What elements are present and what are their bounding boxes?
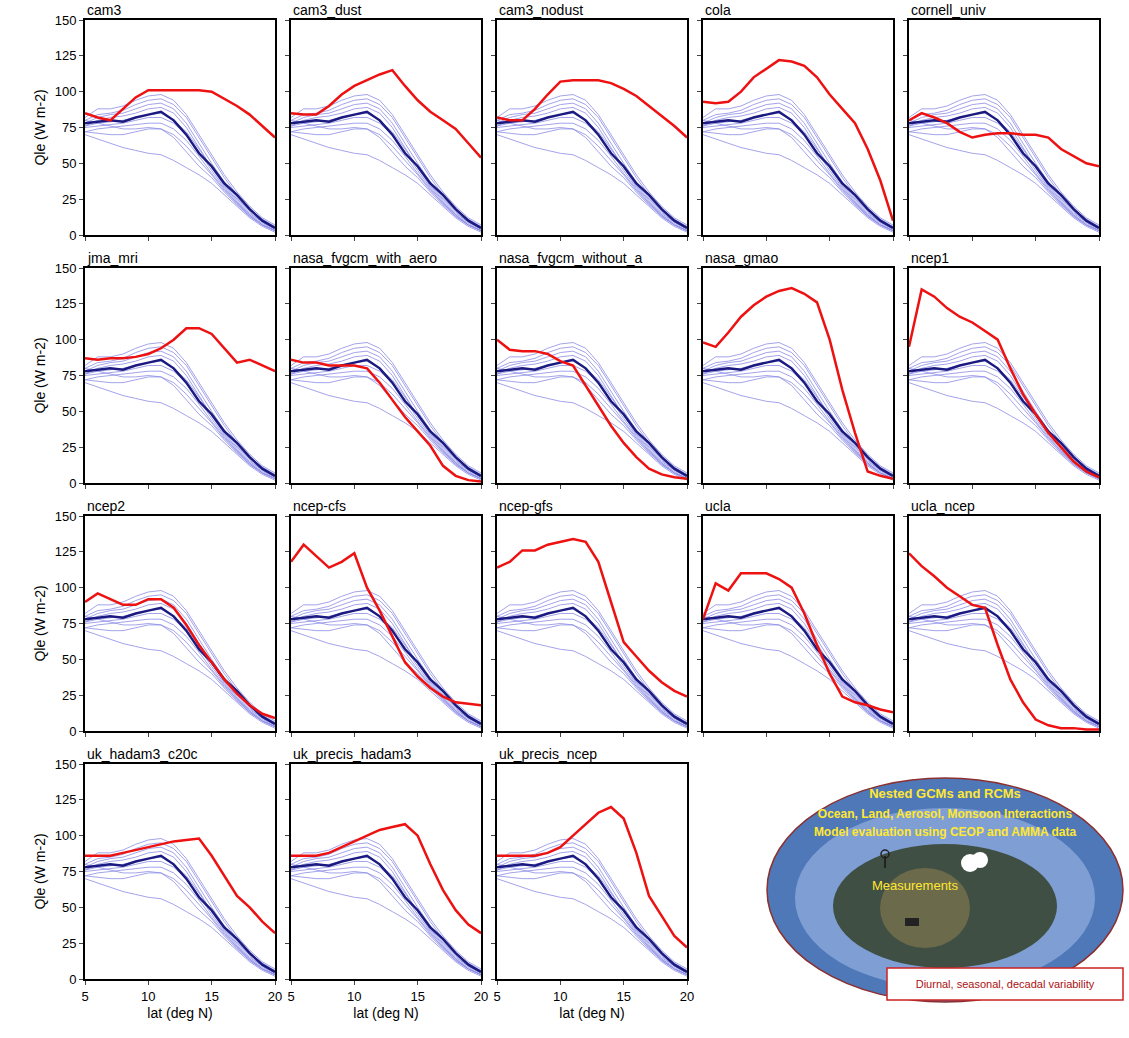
svg-text:Ocean, Land, Aerosol, Monsoon: Ocean, Land, Aerosol, Monsoon Interactio… — [818, 807, 1073, 821]
svg-text:50: 50 — [62, 156, 76, 171]
svg-text:125: 125 — [55, 48, 77, 63]
svg-text:75: 75 — [62, 368, 76, 383]
svg-text:15: 15 — [204, 989, 218, 1004]
svg-text:20: 20 — [680, 989, 694, 1004]
svg-text:Qle (W m-2): Qle (W m-2) — [32, 89, 48, 165]
svg-text:Qle (W m-2): Qle (W m-2) — [32, 337, 48, 413]
svg-text:cola: cola — [705, 2, 731, 18]
svg-text:25: 25 — [62, 440, 76, 455]
svg-text:150: 150 — [55, 757, 77, 772]
svg-text:cam3_dust: cam3_dust — [293, 2, 362, 18]
svg-text:100: 100 — [55, 828, 77, 843]
svg-text:nasa_gmao: nasa_gmao — [705, 250, 778, 266]
svg-text:10: 10 — [553, 989, 567, 1004]
svg-text:125: 125 — [55, 792, 77, 807]
svg-text:cam3_nodust: cam3_nodust — [499, 2, 583, 18]
svg-text:25: 25 — [62, 688, 76, 703]
svg-text:100: 100 — [55, 332, 77, 347]
svg-text:75: 75 — [62, 616, 76, 631]
svg-text:ncep1: ncep1 — [911, 250, 949, 266]
svg-text:0: 0 — [69, 724, 76, 739]
svg-text:20: 20 — [474, 989, 488, 1004]
svg-text:uk_precis_hadam3: uk_precis_hadam3 — [293, 746, 412, 762]
svg-text:Model evaluation using CEOP an: Model evaluation using CEOP and AMMA dat… — [814, 825, 1077, 839]
svg-text:Qle (W m-2): Qle (W m-2) — [32, 833, 48, 909]
svg-text:125: 125 — [55, 544, 77, 559]
svg-text:Diurnal, seasonal, decadal var: Diurnal, seasonal, decadal variability — [916, 978, 1095, 990]
svg-text:100: 100 — [55, 580, 77, 595]
svg-text:nasa_fvgcm_without_a: nasa_fvgcm_without_a — [499, 250, 642, 266]
svg-text:15: 15 — [616, 989, 630, 1004]
svg-text:5: 5 — [81, 989, 88, 1004]
svg-text:50: 50 — [62, 404, 76, 419]
svg-text:25: 25 — [62, 936, 76, 951]
svg-text:uk_precis_ncep: uk_precis_ncep — [499, 746, 597, 762]
svg-text:Measurements: Measurements — [872, 878, 958, 893]
svg-text:10: 10 — [141, 989, 155, 1004]
svg-text:ucla_ncep: ucla_ncep — [911, 498, 975, 514]
svg-text:lat (deg N): lat (deg N) — [559, 1005, 624, 1021]
svg-text:25: 25 — [62, 192, 76, 207]
svg-text:lat (deg N): lat (deg N) — [147, 1005, 212, 1021]
svg-text:cornell_univ: cornell_univ — [911, 2, 986, 18]
svg-text:ncep-cfs: ncep-cfs — [293, 498, 346, 514]
svg-text:uk_hadam3_c20c: uk_hadam3_c20c — [87, 746, 198, 762]
svg-text:75: 75 — [62, 864, 76, 879]
svg-text:15: 15 — [410, 989, 424, 1004]
svg-text:150: 150 — [55, 509, 77, 524]
svg-text:5: 5 — [493, 989, 500, 1004]
svg-text:Nested GCMs and RCMs: Nested GCMs and RCMs — [869, 786, 1021, 801]
svg-text:75: 75 — [62, 120, 76, 135]
svg-text:150: 150 — [55, 261, 77, 276]
svg-text:50: 50 — [62, 652, 76, 667]
svg-text:nasa_fvgcm_with_aero: nasa_fvgcm_with_aero — [293, 250, 437, 266]
svg-text:ncep-gfs: ncep-gfs — [499, 498, 553, 514]
svg-text:cam3: cam3 — [87, 2, 121, 18]
svg-text:ncep2: ncep2 — [87, 498, 125, 514]
svg-text:50: 50 — [62, 900, 76, 915]
svg-text:jma_mri: jma_mri — [87, 250, 138, 266]
svg-text:ucla: ucla — [705, 498, 731, 514]
svg-text:0: 0 — [69, 228, 76, 243]
svg-text:100: 100 — [55, 84, 77, 99]
svg-text:20: 20 — [268, 989, 282, 1004]
svg-text:lat (deg N): lat (deg N) — [353, 1005, 418, 1021]
svg-text:5: 5 — [287, 989, 294, 1004]
svg-text:125: 125 — [55, 296, 77, 311]
svg-text:0: 0 — [69, 476, 76, 491]
svg-text:150: 150 — [55, 13, 77, 28]
svg-text:Qle (W m-2): Qle (W m-2) — [32, 585, 48, 661]
svg-text:10: 10 — [347, 989, 361, 1004]
svg-text:0: 0 — [69, 972, 76, 987]
